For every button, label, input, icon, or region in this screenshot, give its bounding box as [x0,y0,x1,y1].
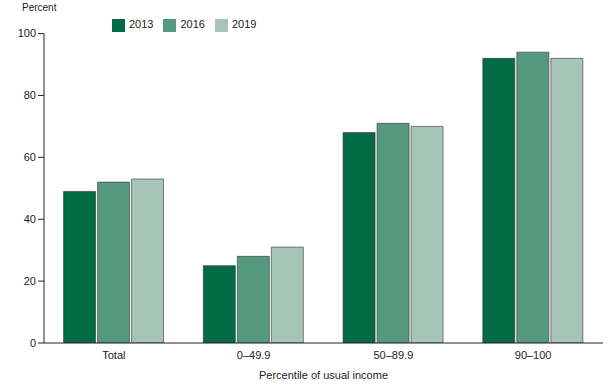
svg-text:90–100: 90–100 [515,349,552,361]
html-text:Percent: Percent [22,2,57,13]
svg-text:80: 80 [24,89,36,101]
svg-text:50–89.9: 50–89.9 [373,349,413,361]
html-text:2016: 2016 [180,18,205,30]
svg-text:40: 40 [24,213,36,225]
svg-text:Total: Total [102,349,125,361]
svg-text:100: 100 [18,27,36,39]
svg-text:0: 0 [30,337,36,349]
html-text:2013: 2013 [129,18,154,30]
svg-text:Percentile of usual income: Percentile of usual income [259,369,388,381]
svg-text:20: 20 [24,275,36,287]
svg-text:0–49.9: 0–49.9 [237,349,271,361]
svg-text:60: 60 [24,151,36,163]
html-text:2019: 2019 [232,18,257,30]
